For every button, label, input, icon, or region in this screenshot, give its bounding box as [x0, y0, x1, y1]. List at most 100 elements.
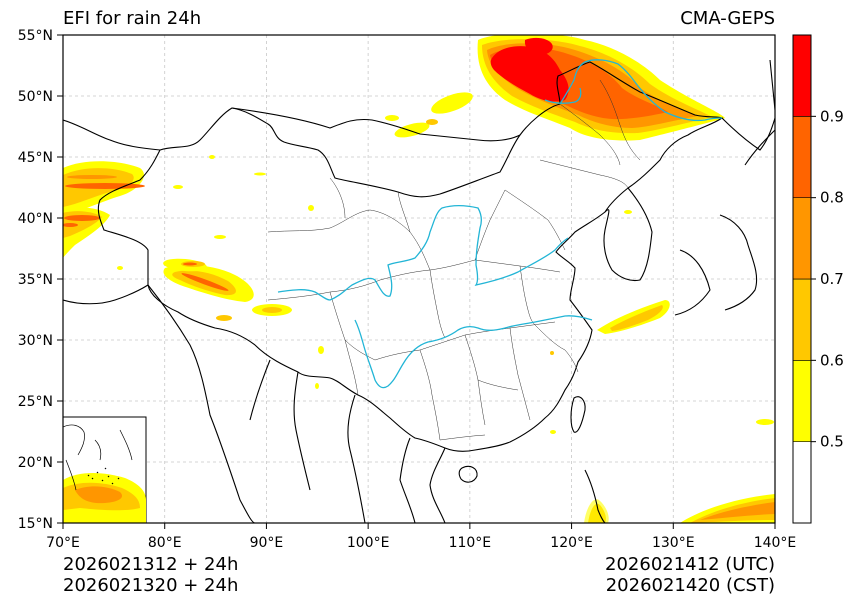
efi-patch-tibet-6	[262, 307, 282, 313]
efi-patch-small-10	[550, 430, 556, 434]
efi-band-west-1	[65, 183, 145, 189]
colorbar-tick-label: 0.5	[820, 433, 844, 451]
japan-coast	[674, 129, 775, 316]
province-line-11	[504, 189, 566, 251]
mongolia-border	[231, 107, 521, 142]
province-line-15	[559, 103, 621, 166]
province-line-16	[599, 79, 641, 161]
efi-band-west-4	[63, 223, 78, 227]
efi-patch-small-6	[318, 346, 324, 354]
longitude-axis: 70°E 80°E 90°E 100°E 110°E 120°E 130°E 140°E	[46, 523, 796, 551]
colorbar-bin	[792, 34, 812, 117]
province-line-1	[267, 209, 431, 271]
province-line-2	[267, 259, 476, 301]
lon-tick-label: 80°E	[148, 535, 182, 551]
inset-map	[62, 416, 147, 524]
map-gridlines	[63, 35, 775, 523]
efi-patch-small-3	[173, 185, 183, 189]
country-borders	[63, 59, 775, 523]
lon-tick-label: 70°E	[46, 535, 80, 551]
lat-tick-label: 50°N	[18, 89, 53, 105]
china-outline	[97, 61, 724, 452]
colorbar-tick-label: 0.7	[820, 270, 844, 288]
efi-patch-small-8	[624, 210, 632, 214]
efi-area-northeast-red2	[524, 37, 553, 55]
inset-coast	[63, 424, 133, 491]
lat-tick-label: 25°N	[18, 394, 53, 410]
lon-tick-label: 100°E	[347, 535, 390, 551]
yangtze-river	[354, 315, 593, 389]
lon-tick-label: 120°E	[550, 535, 593, 551]
province-line-13	[534, 324, 579, 373]
colorbar-bin	[792, 197, 812, 280]
efi-area-northeast-red	[490, 46, 569, 102]
india-outline	[147, 284, 256, 523]
lat-tick-label: 35°N	[18, 272, 53, 288]
province-borders	[267, 79, 641, 441]
southeast-asia-coast	[249, 359, 446, 523]
efi-area-south-taiwan-y	[584, 499, 609, 523]
efi-patch-small-1	[209, 155, 215, 159]
efi-patch-mongolia-1	[431, 92, 473, 114]
colorbar-tick-label: 0.6	[820, 351, 844, 369]
lat-tick-label: 45°N	[18, 150, 53, 166]
inset-efi-orange	[75, 486, 123, 504]
amur-river	[559, 59, 723, 122]
efi-band-tibet	[181, 273, 229, 291]
korea-border	[603, 187, 653, 282]
kazakhstan-border	[63, 119, 161, 151]
efi-patch-tibet-7	[216, 315, 232, 321]
latitude-axis: 15°N 20°N 25°N 30°N 35°N 40°N 45°N 50°N 55°N	[18, 28, 63, 532]
lat-tick-label: 40°N	[18, 211, 53, 227]
efi-patch-mongolia-4	[426, 119, 438, 125]
efi-patch-mongolia-2	[394, 122, 430, 138]
rivers	[277, 59, 723, 389]
lon-tick-label: 140°E	[754, 535, 797, 551]
province-line-10	[429, 269, 446, 339]
lat-tick-label: 30°N	[18, 333, 53, 349]
lat-tick-label: 20°N	[18, 455, 53, 471]
efi-patch-small-4	[308, 205, 314, 211]
taiwan-outline	[570, 396, 586, 433]
amur-river-2	[544, 87, 582, 104]
colorbar: 0.5 0.6 0.7 0.8 0.9	[792, 34, 844, 524]
province-line-14	[539, 159, 629, 189]
colorbar-bin	[792, 441, 812, 524]
valid-time-cst: 2026021420 (CST)	[605, 575, 775, 596]
russia-far-east	[721, 117, 775, 151]
philippines-outline	[584, 469, 606, 523]
inset-islands	[87, 467, 120, 485]
colorbar-tick-label: 0.8	[820, 189, 844, 207]
init-time-utc: 2026021312 + 24h	[63, 554, 239, 575]
lon-tick-label: 90°E	[250, 535, 284, 551]
init-time-cst: 2026021320 + 24h	[63, 575, 239, 596]
valid-time-utc: 2026021412 (UTC)	[605, 554, 775, 575]
pakistan-border	[63, 284, 149, 305]
efi-area-southeast-orange	[700, 502, 775, 520]
model-name: CMA-GEPS	[680, 8, 775, 29]
efi-patch-small-9	[550, 351, 554, 355]
province-line-8	[474, 189, 506, 261]
province-line-5	[419, 349, 441, 441]
colorbar-bin	[792, 116, 812, 198]
lon-tick-label: 110°E	[449, 535, 492, 551]
lat-tick-label: 55°N	[18, 28, 53, 44]
efi-area-eastsea-gold	[610, 305, 663, 331]
efi-band-west-2	[67, 175, 117, 179]
lon-tick-label: 130°E	[652, 535, 695, 551]
efi-patch-small-11	[756, 419, 774, 425]
province-line-18	[344, 339, 519, 441]
efi-patch-tibet-8	[214, 235, 226, 239]
colorbar-bin	[792, 360, 812, 442]
efi-patch-small-7	[315, 383, 319, 389]
colorbar-tick-label: 0.9	[820, 107, 844, 125]
efi-shading	[63, 35, 775, 523]
efi-patch-small-2	[254, 172, 266, 176]
efi-patch-small-5	[117, 266, 123, 270]
hainan-outline	[458, 465, 478, 483]
yellow-river	[277, 205, 569, 301]
colorbar-bin	[792, 278, 812, 361]
valid-time: 2026021412 (UTC) 2026021420 (CST)	[540, 554, 775, 596]
lat-tick-label: 15°N	[18, 516, 53, 532]
